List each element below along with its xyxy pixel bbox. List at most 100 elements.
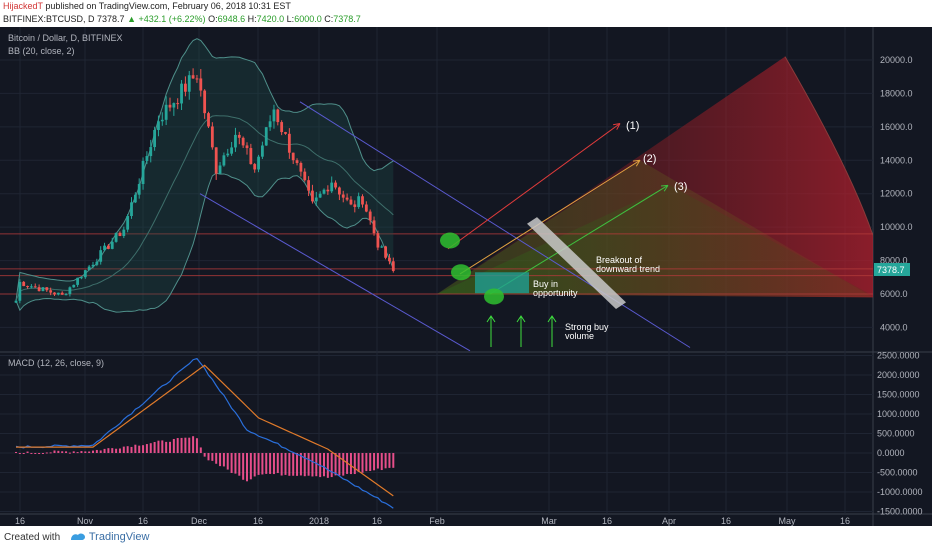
time-tick-label: 16 bbox=[840, 516, 850, 526]
macd-hist-bar bbox=[199, 447, 202, 453]
candle-body bbox=[253, 164, 257, 170]
macd-hist-bar bbox=[276, 453, 279, 474]
macd-hist-bar bbox=[353, 453, 356, 475]
target-2-arrow bbox=[459, 159, 641, 275]
time-tick-label: 16 bbox=[372, 516, 382, 526]
macd-hist-bar bbox=[392, 453, 395, 468]
candle-body bbox=[311, 190, 314, 202]
macd-histogram bbox=[15, 436, 395, 482]
tradingview-brand[interactable]: TradingView bbox=[70, 531, 149, 543]
macd-hist-bar bbox=[138, 445, 141, 453]
candle-body bbox=[14, 300, 18, 303]
macd-hist-bar bbox=[184, 437, 187, 453]
volume-label-1: Strong buy bbox=[565, 322, 609, 332]
fan-arc bbox=[784, 56, 873, 236]
candle-body bbox=[87, 266, 91, 271]
candle-body bbox=[195, 78, 199, 80]
target-2-arrow-head bbox=[632, 159, 641, 167]
candle-body bbox=[384, 246, 387, 258]
candle-body bbox=[264, 127, 268, 146]
candle-body bbox=[45, 287, 49, 291]
macd-hist-bar bbox=[242, 453, 245, 480]
bb-lower bbox=[15, 172, 394, 313]
macd-hist-bar bbox=[380, 453, 383, 471]
macd-label: MACD (12, 26, close, 9) bbox=[8, 358, 104, 368]
candle-body bbox=[287, 133, 291, 153]
breakout-bar bbox=[527, 217, 626, 310]
macd-hist-bar bbox=[38, 453, 41, 454]
candle-body bbox=[230, 147, 233, 154]
macd-hist-bar bbox=[315, 453, 318, 477]
candle-body bbox=[322, 189, 326, 194]
candle-body bbox=[126, 216, 130, 230]
candle-body bbox=[361, 196, 364, 205]
candle-body bbox=[268, 121, 272, 128]
macd-hist-bar bbox=[157, 440, 160, 453]
candle-body bbox=[149, 147, 153, 157]
macd-hist-bar bbox=[34, 453, 37, 454]
price-tick-label: 6000.0 bbox=[880, 289, 908, 299]
candle-body bbox=[157, 121, 160, 131]
buy-label-2: opportunity bbox=[533, 288, 578, 298]
candle-body bbox=[318, 193, 322, 198]
macd-hist-bar bbox=[130, 446, 133, 453]
chart-title: Bitcoin / Dollar, D, BITFINEX bbox=[8, 33, 123, 43]
candle-body bbox=[133, 194, 137, 203]
breakout-label-2: downward trend bbox=[596, 264, 660, 274]
author-link[interactable]: HijackedT bbox=[3, 1, 43, 11]
macd-hist-bar bbox=[126, 446, 129, 453]
candle-body bbox=[176, 103, 180, 105]
macd-hist-bar bbox=[176, 438, 179, 453]
macd-hist-bar bbox=[118, 448, 121, 453]
candle-body bbox=[60, 292, 64, 295]
macd-tick-label: 1500.0000 bbox=[877, 390, 920, 400]
candle-body bbox=[326, 189, 330, 192]
candle-body bbox=[184, 83, 187, 92]
target-3-arrow-head bbox=[660, 184, 669, 192]
created-with-label: Created with bbox=[4, 532, 61, 543]
candle-body bbox=[284, 132, 287, 134]
time-tick-label: Nov bbox=[77, 516, 94, 526]
candle-body bbox=[357, 196, 361, 207]
price-tick-label: 14000.0 bbox=[880, 155, 913, 165]
candle-body bbox=[172, 103, 176, 108]
candle-body bbox=[368, 211, 372, 221]
macd-hist-bar bbox=[88, 451, 91, 453]
candle-body bbox=[180, 83, 183, 104]
macd-hist-bar bbox=[103, 448, 106, 453]
macd-hist-bar bbox=[373, 453, 376, 471]
time-tick-label: Apr bbox=[662, 516, 676, 526]
candle-body bbox=[314, 197, 318, 202]
macd-hist-bar bbox=[149, 443, 152, 453]
candle-body bbox=[64, 294, 68, 296]
candle-body bbox=[41, 287, 45, 292]
volume-arrow-head bbox=[547, 315, 557, 323]
candle-body bbox=[118, 232, 122, 237]
chart-area[interactable]: 4000.0 6000.0 8000.0 10000.0 12000.0 14000.0 1… bbox=[0, 27, 932, 526]
macd-tick-label: -1000.0000 bbox=[877, 487, 923, 497]
macd-hist-bar bbox=[161, 440, 164, 453]
macd-hist-bar bbox=[195, 438, 198, 453]
macd-hist-bar bbox=[180, 437, 183, 453]
candle-body bbox=[272, 109, 276, 122]
macd-hist-bar bbox=[311, 453, 314, 477]
macd-hist-bar bbox=[288, 453, 291, 476]
high-label: H: bbox=[247, 14, 257, 24]
macd-hist-bar bbox=[26, 451, 29, 453]
candle-body bbox=[153, 130, 156, 148]
candle-body bbox=[353, 204, 357, 207]
candle-body bbox=[388, 257, 391, 262]
macd-hist-bar bbox=[284, 453, 287, 475]
candle-body bbox=[141, 160, 145, 185]
macd-hist-bar bbox=[192, 436, 195, 453]
bb-basis bbox=[15, 115, 394, 301]
candle-body bbox=[114, 232, 118, 242]
macd-hist-bar bbox=[153, 442, 156, 453]
chart-svg[interactable]: 4000.0 6000.0 8000.0 10000.0 12000.0 14000.0 1… bbox=[0, 27, 932, 526]
candle-body bbox=[237, 134, 241, 138]
macd-hist-bar bbox=[330, 453, 333, 478]
macd-hist-bar bbox=[115, 448, 118, 453]
macd-hist-bar bbox=[249, 453, 252, 480]
macd-hist-bar bbox=[142, 445, 145, 453]
macd-hist-bar bbox=[65, 451, 68, 453]
